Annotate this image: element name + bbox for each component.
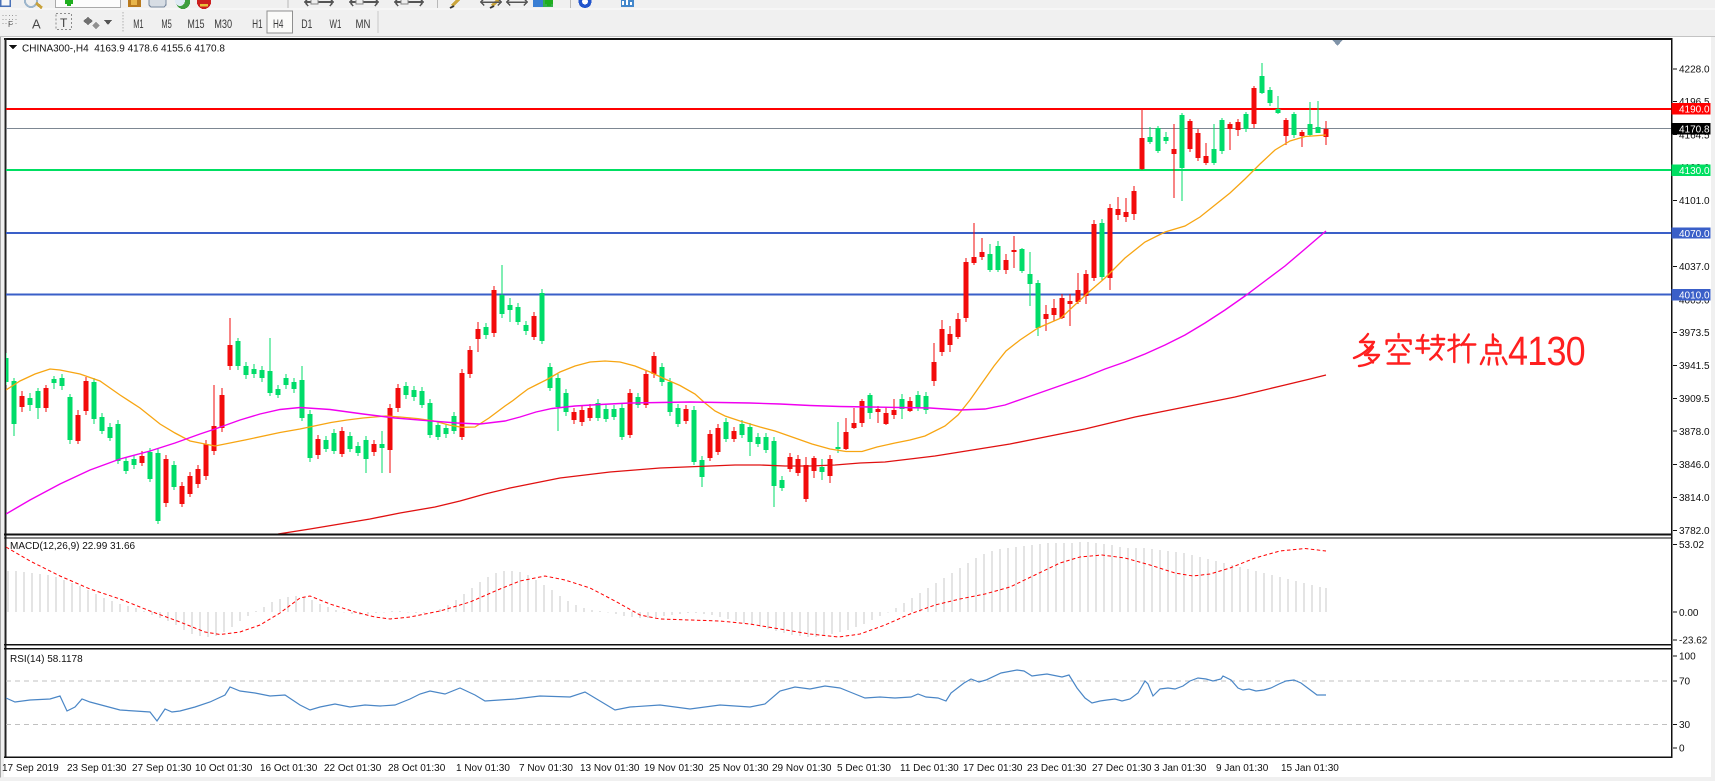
svg-text:W1: W1 <box>330 17 342 31</box>
svg-text:23 Sep 01:30: 23 Sep 01:30 <box>67 763 127 774</box>
svg-text:MACD(12,26,9) 22.99 31.66: MACD(12,26,9) 22.99 31.66 <box>10 541 136 552</box>
svg-text:27 Dec 01:30: 27 Dec 01:30 <box>1092 763 1152 774</box>
svg-text:4196.5: 4196.5 <box>1679 97 1710 108</box>
svg-text:3846.0: 3846.0 <box>1679 460 1710 471</box>
svg-text:4070.0: 4070.0 <box>1679 229 1710 240</box>
svg-text:53.02: 53.02 <box>1679 540 1704 551</box>
svg-text:11 Dec 01:30: 11 Dec 01:30 <box>900 763 959 774</box>
svg-text:4130.0: 4130.0 <box>1679 166 1710 177</box>
svg-text:4130: 4130 <box>1508 329 1585 374</box>
svg-text:27 Sep 01:30: 27 Sep 01:30 <box>132 763 192 774</box>
svg-text:17 Dec 01:30: 17 Dec 01:30 <box>963 763 1023 774</box>
svg-text:M5: M5 <box>161 17 171 31</box>
svg-text:3782.0: 3782.0 <box>1679 526 1710 537</box>
svg-text:9 Jan 01:30: 9 Jan 01:30 <box>1216 763 1269 774</box>
svg-text:29 Nov 01:30: 29 Nov 01:30 <box>772 763 832 774</box>
svg-text:17 Sep 2019: 17 Sep 2019 <box>2 763 59 774</box>
svg-text:-23.62: -23.62 <box>1679 636 1708 647</box>
svg-text:T: T <box>60 16 68 30</box>
svg-text:F: F <box>8 20 13 29</box>
svg-text:H4: H4 <box>273 17 283 31</box>
svg-text:H1: H1 <box>252 17 263 31</box>
svg-text:16 Oct 01:30: 16 Oct 01:30 <box>260 763 318 774</box>
svg-text:25 Nov 01:30: 25 Nov 01:30 <box>709 763 769 774</box>
svg-text:M30: M30 <box>214 17 232 31</box>
svg-text:4010.0: 4010.0 <box>1679 290 1710 301</box>
svg-text:3909.5: 3909.5 <box>1679 394 1710 405</box>
svg-text:4228.0: 4228.0 <box>1679 65 1710 76</box>
svg-text:3973.5: 3973.5 <box>1679 328 1710 339</box>
svg-text:100: 100 <box>1679 652 1696 663</box>
svg-text:0.00: 0.00 <box>1679 608 1699 619</box>
svg-text:19 Nov 01:30: 19 Nov 01:30 <box>644 763 704 774</box>
svg-text:3814.0: 3814.0 <box>1679 493 1710 504</box>
svg-text:RSI(14) 58.1178: RSI(14) 58.1178 <box>10 654 83 665</box>
svg-text:5 Dec 01:30: 5 Dec 01:30 <box>837 763 891 774</box>
svg-text:3 Jan 01:30: 3 Jan 01:30 <box>1154 763 1207 774</box>
svg-text:7 Nov 01:30: 7 Nov 01:30 <box>519 763 573 774</box>
svg-text:1 Nov 01:30: 1 Nov 01:30 <box>456 763 510 774</box>
svg-text:4190.0: 4190.0 <box>1679 105 1710 116</box>
svg-text:M15: M15 <box>188 17 205 31</box>
svg-text:10 Oct 01:30: 10 Oct 01:30 <box>195 763 253 774</box>
svg-text:15 Jan 01:30: 15 Jan 01:30 <box>1281 763 1339 774</box>
svg-text:4170.8: 4170.8 <box>1679 125 1710 136</box>
svg-text:22 Oct 01:30: 22 Oct 01:30 <box>324 763 382 774</box>
svg-text:4037.0: 4037.0 <box>1679 262 1710 273</box>
svg-text:CHINA300-,H4 4163.9 4178.6 41: CHINA300-,H4 4163.9 4178.6 4155.6 4170.8 <box>22 44 225 55</box>
svg-text:D1: D1 <box>301 17 312 31</box>
svg-text:70: 70 <box>1679 677 1691 688</box>
svg-text:0: 0 <box>1679 744 1685 755</box>
svg-text:M1: M1 <box>133 17 143 31</box>
svg-text:3878.0: 3878.0 <box>1679 427 1710 438</box>
svg-text:4101.0: 4101.0 <box>1679 196 1710 207</box>
svg-text:30: 30 <box>1679 720 1691 731</box>
svg-text:MN: MN <box>356 17 371 31</box>
svg-text:A: A <box>32 17 41 32</box>
svg-text:28 Oct 01:30: 28 Oct 01:30 <box>388 763 446 774</box>
svg-text:4005.0: 4005.0 <box>1679 295 1710 306</box>
svg-text:3941.5: 3941.5 <box>1679 361 1710 372</box>
svg-text:4164.5: 4164.5 <box>1679 130 1710 141</box>
svg-text:23 Dec 01:30: 23 Dec 01:30 <box>1027 763 1087 774</box>
svg-text:13 Nov 01:30: 13 Nov 01:30 <box>580 763 640 774</box>
